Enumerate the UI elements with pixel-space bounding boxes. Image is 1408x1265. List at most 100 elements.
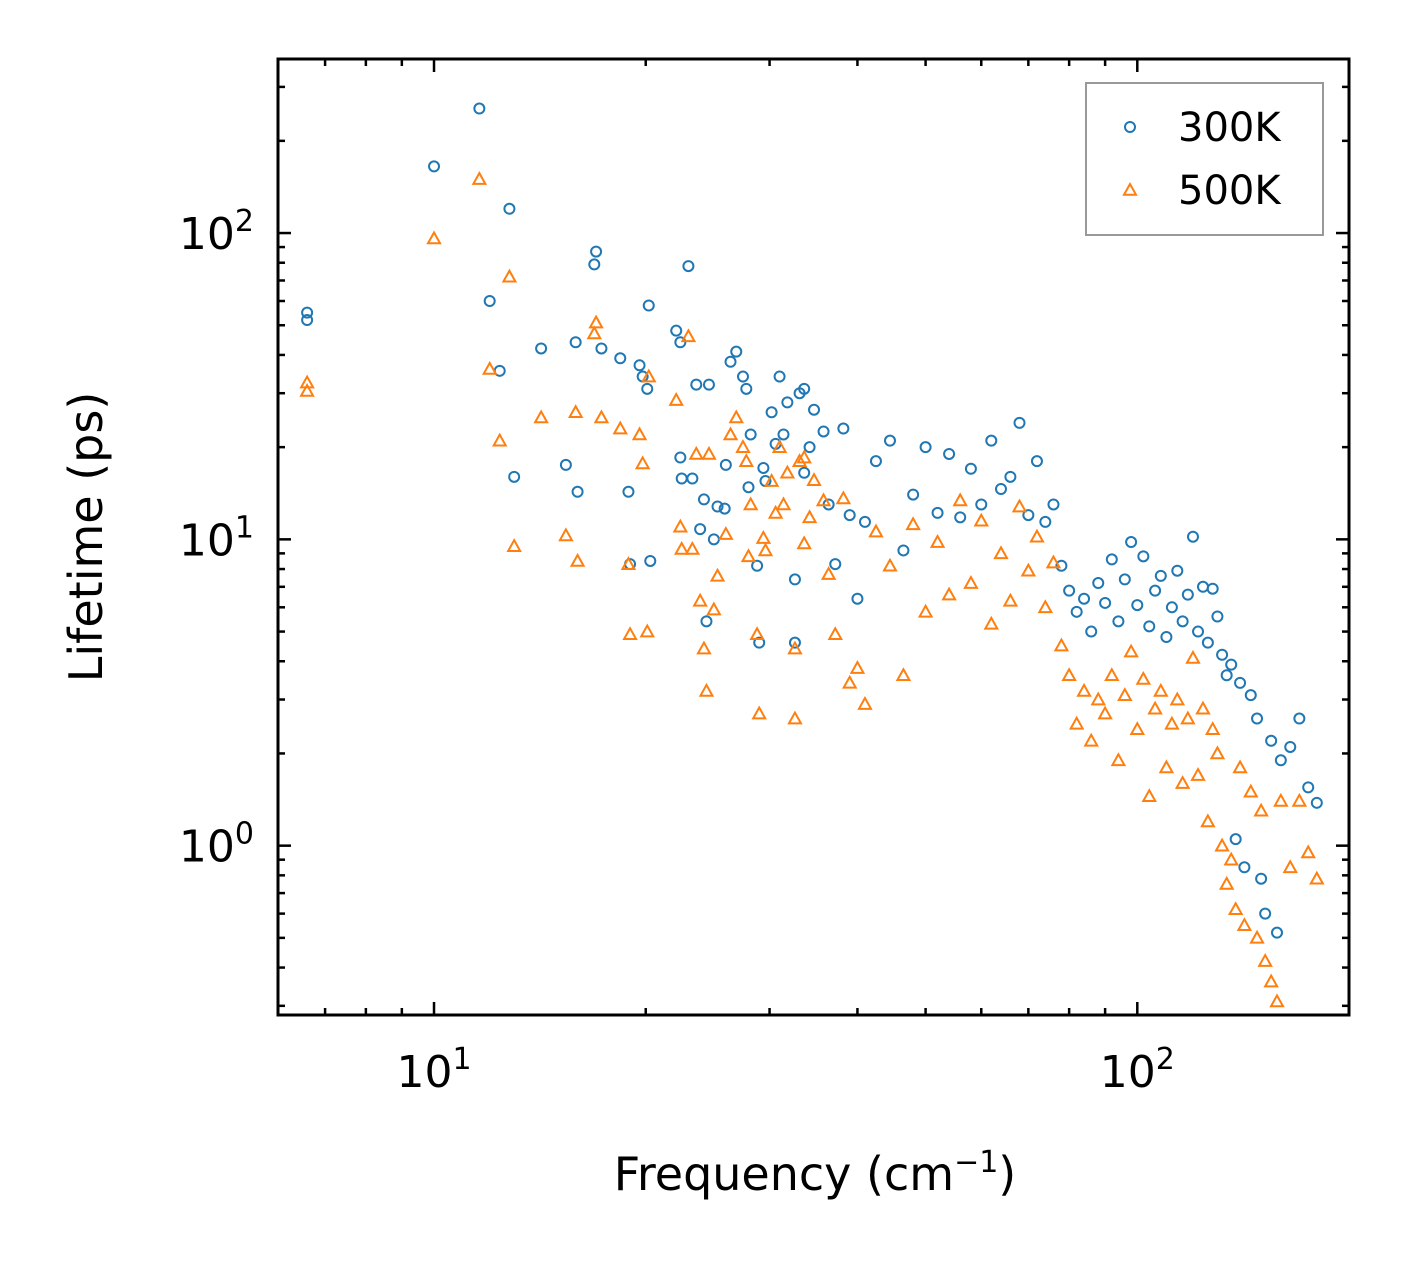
data-point — [994, 483, 1007, 496]
data-point — [1085, 625, 1098, 638]
data-point — [781, 396, 794, 409]
data-point — [941, 586, 957, 601]
data-point — [620, 556, 637, 570]
data-point — [742, 496, 759, 511]
data-point — [796, 535, 812, 550]
data-point — [718, 502, 731, 515]
data-point — [706, 601, 722, 616]
data-point — [744, 428, 757, 441]
data-point — [1020, 562, 1037, 577]
legend-marker — [1124, 121, 1136, 133]
data-point — [1236, 917, 1253, 931]
data-point — [798, 382, 811, 395]
data-point — [595, 342, 608, 355]
data-point — [1255, 872, 1268, 885]
data-point — [299, 374, 315, 389]
data-point — [1190, 767, 1206, 781]
data-point — [1097, 705, 1113, 720]
data-point — [788, 573, 801, 586]
data-point — [612, 420, 628, 435]
data-point — [1135, 670, 1152, 685]
data-point — [1117, 687, 1133, 701]
data-point — [757, 461, 770, 474]
data-point — [730, 345, 743, 358]
data-point — [736, 370, 749, 383]
data-point — [483, 294, 496, 307]
data-point — [803, 441, 816, 454]
x-axis-label: Frequency (cm−1) — [614, 1145, 1017, 1201]
data-point — [1282, 859, 1298, 874]
data-point — [634, 455, 651, 470]
data-point — [1061, 667, 1077, 682]
data-point — [684, 540, 701, 555]
data-point — [426, 230, 442, 245]
plot-frame — [276, 57, 1351, 1017]
data-point — [674, 451, 687, 464]
data-point — [973, 512, 989, 527]
legend-label: 500K — [1178, 168, 1282, 214]
data-point — [482, 360, 498, 375]
data-point — [1063, 584, 1076, 597]
data-point — [535, 342, 548, 355]
data-point — [1180, 710, 1196, 725]
data-point — [798, 466, 811, 479]
data-point — [1192, 625, 1205, 638]
data-point — [1030, 455, 1043, 468]
data-point — [492, 432, 508, 447]
data-point — [963, 574, 979, 589]
data-point — [1218, 875, 1235, 890]
data-point — [700, 615, 713, 628]
data-point — [1251, 712, 1264, 725]
legend-entry-500K: 500K — [1122, 168, 1282, 214]
tick-label: 102 — [1100, 1042, 1175, 1098]
legend-box — [1085, 82, 1324, 236]
data-point — [1118, 573, 1131, 586]
data-point — [1229, 833, 1242, 846]
data-point — [1076, 682, 1092, 697]
data-point — [1204, 721, 1221, 735]
data-point — [751, 559, 764, 572]
data-point — [1112, 615, 1125, 628]
data-point — [1141, 788, 1157, 803]
data-point — [686, 472, 699, 485]
data-point — [1273, 792, 1289, 807]
data-point — [820, 566, 837, 580]
data-point — [751, 705, 767, 720]
data-point — [697, 493, 710, 506]
data-point — [588, 314, 604, 329]
data-point — [749, 626, 765, 641]
tick-labels: 101 102 100 101 102 — [179, 204, 1175, 1098]
data-point — [801, 509, 818, 524]
data-point — [837, 422, 850, 435]
data-point — [1171, 564, 1184, 577]
data-point — [1125, 536, 1138, 549]
data-point — [1160, 630, 1173, 643]
data-points — [299, 102, 1325, 1008]
data-point — [428, 160, 441, 173]
data-point — [1011, 498, 1028, 513]
data-point — [567, 404, 584, 419]
data-point — [694, 523, 707, 536]
data-point — [1257, 953, 1273, 967]
data-point — [586, 325, 602, 340]
data-point — [1274, 754, 1287, 767]
data-point — [1176, 615, 1189, 628]
data-point — [917, 603, 934, 618]
data-point — [993, 545, 1009, 560]
data-point — [593, 409, 610, 424]
data-point — [506, 538, 522, 552]
data-point — [829, 558, 842, 571]
data-point — [1137, 550, 1150, 563]
series-500K — [299, 171, 1325, 1008]
data-point — [1099, 596, 1112, 609]
data-point — [868, 523, 884, 538]
data-point — [843, 509, 856, 522]
data-point — [975, 498, 988, 511]
data-point — [787, 710, 803, 725]
data-point — [985, 434, 998, 447]
data-point — [1265, 734, 1278, 747]
data-point — [1181, 588, 1194, 601]
legend-marker — [1122, 181, 1138, 196]
data-point — [1238, 861, 1251, 874]
data-point — [777, 428, 790, 441]
